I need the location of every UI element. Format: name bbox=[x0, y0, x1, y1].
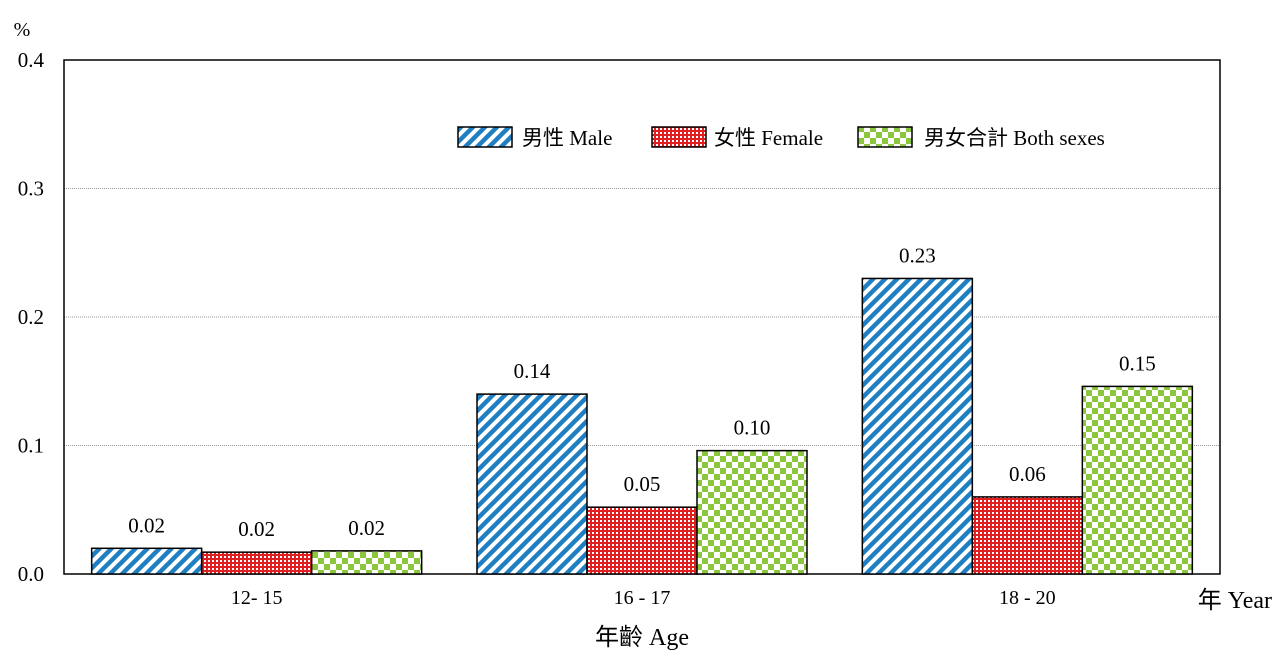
bar-1-1 bbox=[586, 506, 698, 575]
y-tick-label: 0.0 bbox=[18, 562, 44, 586]
data-label: 0.02 bbox=[238, 517, 275, 541]
y-tick-label: 0.2 bbox=[18, 305, 44, 329]
data-label: 0.10 bbox=[734, 416, 771, 440]
gridlines bbox=[64, 188, 1220, 446]
y-tick-label: 0.1 bbox=[18, 434, 44, 458]
bar-2-1 bbox=[971, 496, 1084, 575]
bar-2-2 bbox=[1081, 385, 1194, 575]
bars bbox=[90, 277, 1194, 575]
data-label: 0.02 bbox=[348, 516, 385, 540]
x-tick-label: 16 - 17 bbox=[614, 587, 671, 609]
bar-2-0 bbox=[861, 277, 974, 575]
legend-swatch-both bbox=[857, 126, 913, 148]
legend: 男性 Male 女性 Female 男女合計 Both sexes bbox=[457, 126, 1105, 150]
x-axis-unit-label: 年 Year bbox=[1198, 587, 1272, 614]
data-label: 0.15 bbox=[1119, 351, 1156, 375]
data-labels: 0.02 0.02 0.02 0.14 0.05 0.10 0.23 0.06 0.15 bbox=[128, 243, 1155, 541]
bar-0-0 bbox=[90, 547, 203, 575]
y-axis-label: % bbox=[14, 19, 31, 41]
data-label: 0.05 bbox=[624, 472, 661, 496]
legend-swatch-female bbox=[651, 126, 707, 148]
y-tick-label: 0.4 bbox=[18, 48, 45, 72]
bar-0-2 bbox=[310, 550, 423, 575]
x-axis-label: 年齡 Age bbox=[595, 624, 689, 651]
bar-0-1 bbox=[200, 551, 313, 575]
legend-label-male: 男性 Male bbox=[522, 126, 612, 150]
legend-label-female: 女性 Female bbox=[714, 126, 823, 150]
x-tick-label: 18 - 20 bbox=[999, 587, 1056, 609]
legend-swatch-male bbox=[457, 126, 513, 148]
y-tick-labels: 0.0 0.1 0.2 0.3 0.4 bbox=[18, 48, 45, 586]
bar-1-2 bbox=[696, 449, 808, 575]
x-tick-labels: 12- 15 16 - 17 18 - 20 bbox=[231, 587, 1056, 609]
data-label: 0.14 bbox=[514, 359, 551, 383]
y-tick-label: 0.3 bbox=[18, 177, 44, 201]
data-label: 0.23 bbox=[899, 243, 936, 267]
bar-1-0 bbox=[476, 393, 588, 575]
x-tick-label: 12- 15 bbox=[231, 587, 283, 609]
data-label: 0.06 bbox=[1009, 462, 1046, 486]
data-label: 0.02 bbox=[128, 513, 165, 537]
legend-label-both: 男女合計 Both sexes bbox=[924, 126, 1105, 150]
